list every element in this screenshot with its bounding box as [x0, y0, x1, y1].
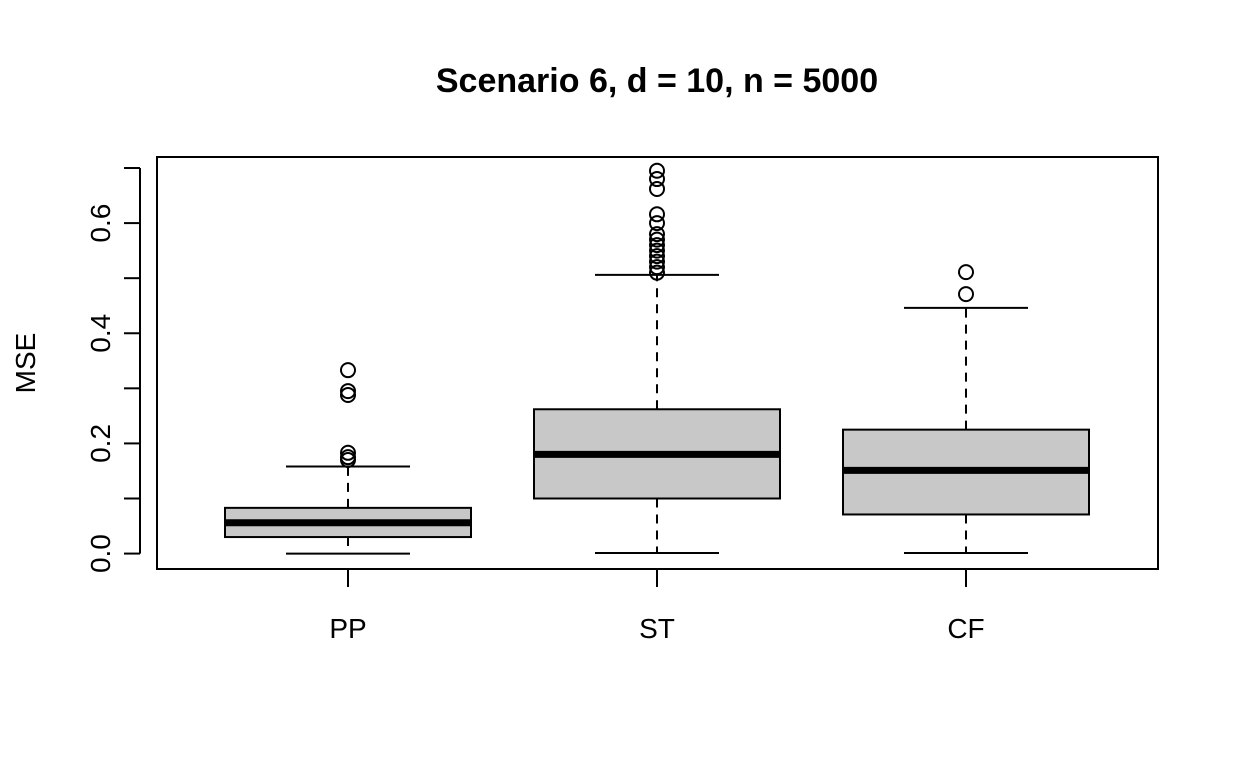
outlier-point	[649, 242, 665, 259]
outlier-point	[340, 386, 356, 403]
x-tick-label: CF	[947, 613, 984, 644]
outlier-point	[649, 206, 665, 223]
y-tick-label: 0.6	[85, 204, 116, 243]
outlier-point	[649, 226, 665, 243]
outlier-point	[649, 259, 665, 276]
box-group	[224, 362, 472, 555]
boxes	[224, 162, 1090, 555]
x-tick-label: PP	[329, 613, 366, 644]
y-axis-label: MSE	[10, 333, 41, 394]
outlier-point	[340, 451, 356, 468]
outlier-point	[649, 215, 665, 232]
outlier-point	[340, 362, 356, 379]
outlier-point	[649, 248, 665, 265]
x-tick-label: ST	[639, 613, 675, 644]
outlier-point	[649, 253, 665, 270]
y-tick-label: 0.2	[85, 424, 116, 463]
outlier-point	[649, 180, 665, 197]
x-axis: PP ST CF	[329, 569, 985, 644]
chart-title: Scenario 6, d = 10, n = 5000	[436, 62, 878, 100]
y-axis: 0.0 0.2 0.4 0.6	[85, 167, 141, 573]
outlier-point	[340, 444, 356, 461]
y-tick-label: 0.4	[85, 314, 116, 353]
outlier-point	[649, 171, 665, 188]
outlier-point	[958, 286, 974, 303]
outlier-point	[649, 162, 665, 179]
box-group	[842, 264, 1090, 555]
outlier-point	[958, 264, 974, 281]
y-tick-label: 0.0	[85, 534, 116, 573]
outlier-point	[649, 264, 665, 281]
outlier-point	[649, 231, 665, 248]
box-group	[533, 162, 781, 555]
outlier-point	[649, 237, 665, 254]
